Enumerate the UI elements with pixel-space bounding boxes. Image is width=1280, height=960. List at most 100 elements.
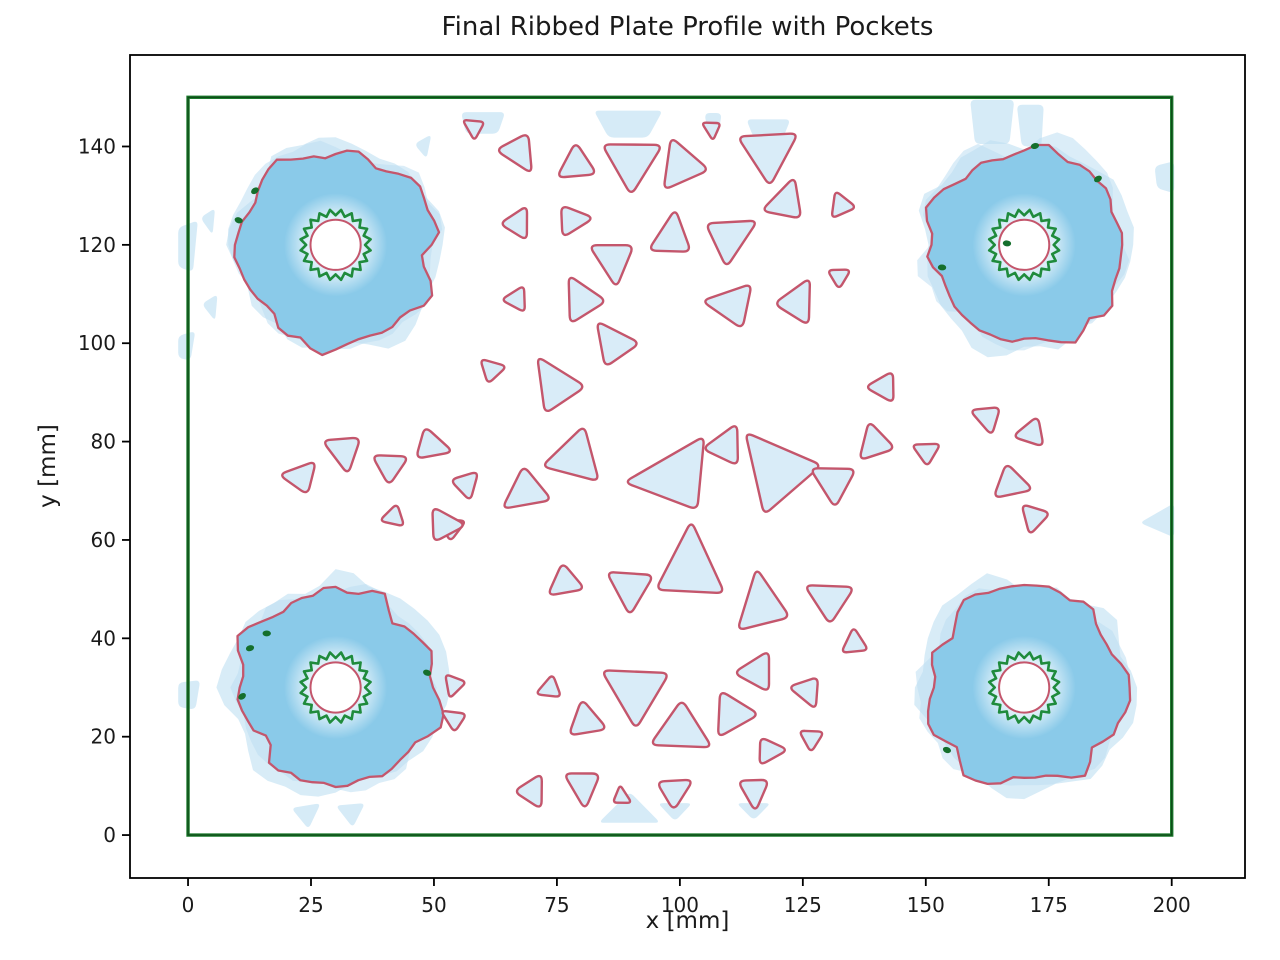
pocket-shape: [704, 425, 740, 465]
boss-outline: [926, 583, 1132, 786]
y-tick-label: 80: [91, 430, 116, 454]
bolt-ring: [299, 208, 372, 282]
pocket-shape: [441, 709, 466, 732]
pocket-shape: [543, 427, 599, 481]
pocket-shape: [790, 677, 819, 708]
pocket-shape: [373, 454, 408, 484]
debris-fragment: [203, 295, 218, 319]
debris-fragment: [970, 99, 1014, 144]
debris-fragment: [600, 793, 658, 823]
x-tick-label: 100: [661, 893, 699, 917]
x-tick-label: 125: [784, 893, 822, 917]
pocket-shape: [649, 211, 691, 253]
pocket-shape: [811, 467, 855, 506]
pocket-shape: [590, 244, 633, 286]
y-tick-label: 100: [78, 331, 116, 355]
pocket-shape: [569, 701, 606, 736]
green-speck: [942, 746, 951, 754]
pocket-shape: [831, 191, 856, 218]
pocket-shape: [745, 433, 820, 513]
green-speck: [238, 692, 246, 700]
pocket-shape: [444, 674, 466, 698]
pocket-shape: [536, 675, 561, 698]
debris-fragment: [747, 119, 790, 138]
debris-fragment: [293, 803, 320, 827]
pocket-shape: [502, 286, 526, 312]
plate-outline-core: [187, 96, 1173, 836]
pocket-shape: [497, 134, 533, 173]
pocket-shape: [536, 357, 584, 413]
green-speck: [937, 264, 947, 271]
pocket-shape: [799, 729, 824, 752]
x-tick-label: 25: [298, 893, 323, 917]
y-tick-label: 140: [78, 134, 116, 158]
pocket-shape: [841, 628, 868, 654]
pocket-shape: [739, 132, 797, 185]
pocket-shape: [560, 206, 592, 237]
boss-outline: [236, 585, 445, 789]
bolt-hole: [309, 218, 362, 271]
boss-outline: [924, 143, 1124, 344]
pocket-shape: [567, 276, 605, 323]
x-tick-label: 75: [544, 893, 569, 917]
pocket-shape: [462, 119, 485, 140]
green-speck: [234, 217, 243, 224]
pocket-shape: [501, 207, 529, 240]
axes-spines: [129, 54, 1246, 879]
pocket-shape: [603, 669, 668, 727]
bolt-hole: [998, 218, 1051, 271]
y-tick-label: 60: [91, 528, 116, 552]
pocket-shape: [776, 279, 812, 324]
pocket-shape: [717, 692, 757, 737]
debris-fragment: [659, 803, 691, 820]
pocket-shape: [607, 571, 653, 614]
pocket-shape: [912, 442, 940, 466]
pocket-shape: [380, 504, 405, 527]
pocket-shape: [503, 467, 550, 509]
debris-fragment: [202, 209, 215, 233]
debris-fragment: [337, 803, 364, 826]
y-tick-label: 0: [103, 823, 116, 847]
debris-fragment: [1142, 504, 1175, 536]
pocket-shape: [431, 508, 464, 542]
pocket-shape: [866, 372, 895, 402]
pocket-shape: [828, 268, 851, 289]
green-speck: [262, 630, 271, 637]
debris-fragment: [595, 110, 661, 138]
pocket-shape: [626, 437, 705, 509]
pocket-shape: [763, 178, 802, 219]
green-speck: [423, 669, 432, 676]
x-tick-label: 0: [182, 893, 195, 917]
bolt-ring: [299, 651, 372, 724]
x-tick-label: 200: [1153, 893, 1191, 917]
pocket-shape: [738, 570, 789, 630]
pocket-shape: [565, 772, 600, 808]
pocket-shape: [612, 785, 632, 804]
x-axis-label: x [mm]: [645, 908, 730, 934]
y-tick-label: 120: [78, 233, 116, 257]
debris-fragment: [1017, 104, 1044, 147]
green-speck: [1094, 175, 1102, 183]
pocket-shape: [558, 144, 596, 179]
y-axis-label: y [mm]: [35, 424, 61, 508]
pocket-shape: [1021, 504, 1049, 534]
pocket-shape: [758, 737, 786, 765]
pocket-shape: [416, 428, 451, 459]
pocket-shape: [994, 464, 1032, 498]
green-speck: [251, 187, 259, 195]
pocket-shape: [451, 471, 479, 500]
plot-area: [178, 95, 1175, 837]
chart-title: Final Ribbed Plate Profile with Pockets: [441, 12, 934, 42]
pocket-shape: [859, 423, 894, 460]
y-tick-label: 40: [91, 626, 116, 650]
debris-fragment: [1155, 162, 1175, 193]
bolt-ring: [987, 651, 1061, 724]
x-tick-label: 175: [1030, 893, 1068, 917]
pocket-shape: [739, 778, 769, 810]
pocket-shape: [515, 774, 544, 808]
pocket-shape: [657, 523, 724, 595]
bolt-hole: [309, 661, 362, 714]
green-speck: [1030, 142, 1040, 150]
